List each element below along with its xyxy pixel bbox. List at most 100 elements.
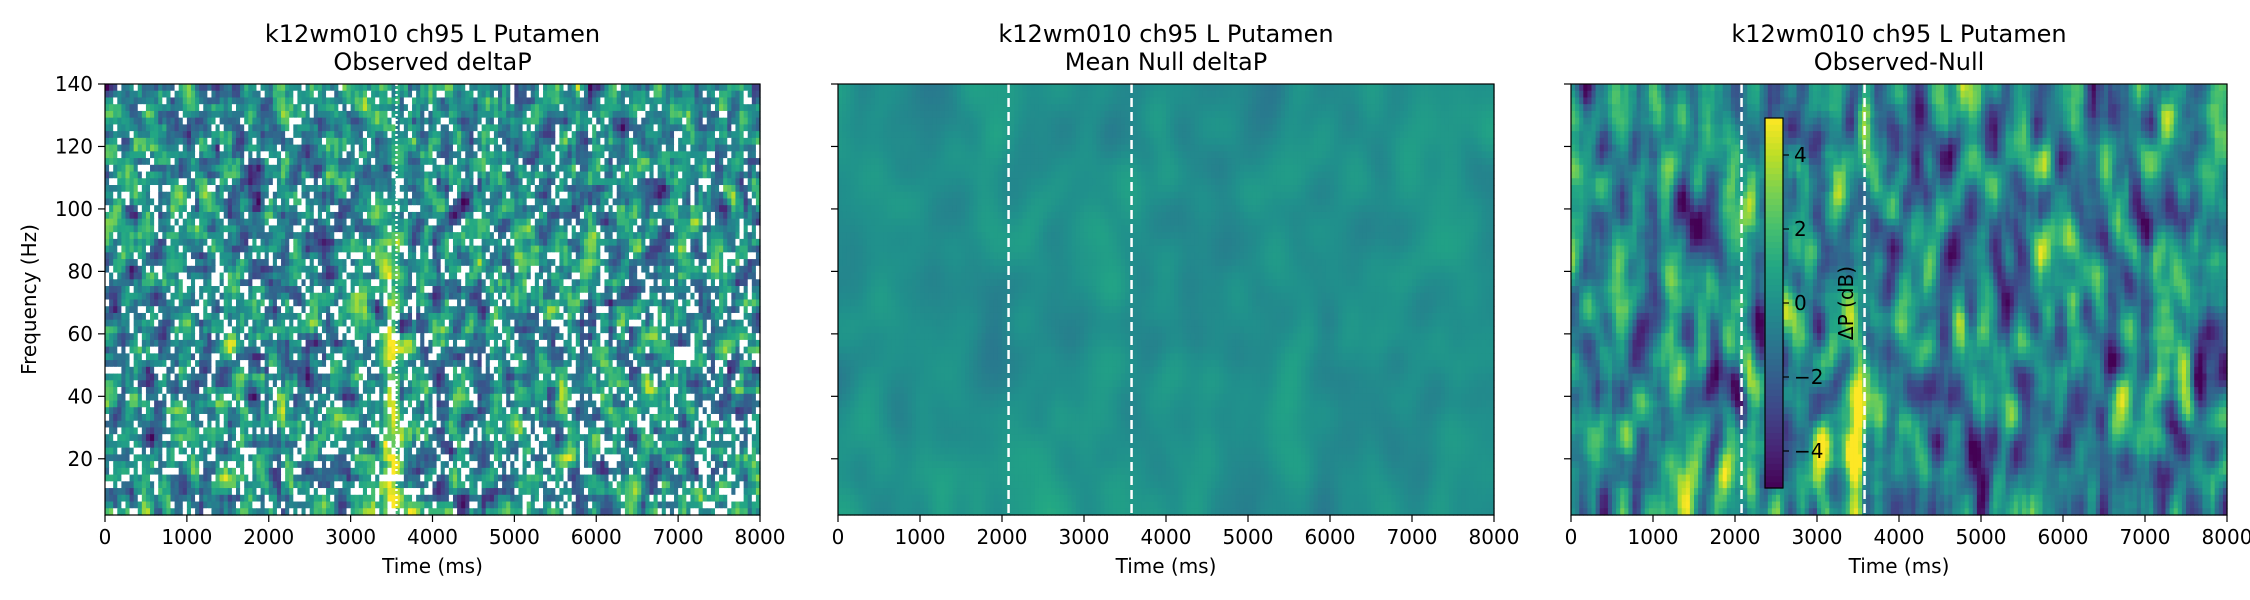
- heatmap-cell: [490, 246, 495, 253]
- heatmap-cell: [183, 212, 188, 219]
- heatmap-cell: [158, 124, 163, 131]
- heatmap-cell: [523, 246, 528, 253]
- heatmap-cell: [670, 273, 675, 280]
- heatmap-cell: [289, 124, 294, 131]
- heatmap-cell: [703, 225, 708, 232]
- heatmap-cell: [572, 165, 577, 172]
- heatmap-cell: [744, 104, 749, 111]
- heatmap-cell: [584, 91, 589, 98]
- heatmap-cell: [437, 84, 442, 91]
- heatmap-cell: [187, 266, 192, 273]
- heatmap-cell: [539, 111, 544, 118]
- heatmap-cell: [334, 111, 339, 118]
- heatmap-cell: [543, 239, 548, 246]
- heatmap-cell: [703, 104, 708, 111]
- heatmap-cell: [699, 279, 704, 286]
- heatmap-cell: [142, 172, 147, 179]
- heatmap-cell: [662, 273, 667, 280]
- heatmap-cell: [592, 138, 597, 145]
- heatmap-cell: [142, 192, 147, 199]
- heatmap-cell: [539, 246, 544, 253]
- heatmap-cell: [604, 118, 609, 125]
- heatmap-cell: [306, 212, 311, 219]
- heatmap-cell: [383, 198, 388, 205]
- heatmap-cell: [220, 192, 225, 199]
- heatmap-cell: [306, 232, 311, 239]
- heatmap-cell: [117, 172, 122, 179]
- heatmap-cell: [654, 172, 659, 179]
- heatmap-cell: [723, 225, 728, 232]
- heatmap-cell: [715, 225, 720, 232]
- heatmap-cell: [469, 172, 474, 179]
- heatmap-cell: [670, 198, 675, 205]
- heatmap-cell: [437, 219, 442, 226]
- heatmap-cell: [613, 246, 618, 253]
- heatmap-cell: [224, 165, 229, 172]
- heatmap-cell: [400, 205, 405, 212]
- heatmap-cell: [674, 84, 679, 91]
- heatmap-cell: [473, 172, 478, 179]
- heatmap-cell: [224, 198, 229, 205]
- heatmap-cell: [596, 91, 601, 98]
- heatmap-cell: [158, 131, 163, 138]
- heatmap-cell: [510, 252, 515, 259]
- heatmap-cell: [453, 279, 458, 286]
- heatmap-cell: [166, 145, 171, 152]
- heatmap-cell: [162, 212, 167, 219]
- heatmap-cell: [719, 239, 724, 246]
- heatmap-cell: [265, 165, 270, 172]
- heatmap-cell: [293, 252, 298, 259]
- heatmap-cell: [330, 145, 335, 152]
- heatmap-cell: [707, 97, 712, 104]
- heatmap-cell: [207, 138, 212, 145]
- heatmap-cell: [302, 246, 307, 253]
- heatmap-cell: [629, 246, 634, 253]
- heatmap-cell: [285, 97, 290, 104]
- heatmap-cell: [207, 91, 212, 98]
- heatmap-cell: [408, 145, 413, 152]
- heatmap-cell: [723, 118, 728, 125]
- heatmap-cell: [334, 91, 339, 98]
- heatmap-cell: [752, 104, 757, 111]
- heatmap-cell: [252, 185, 257, 192]
- heatmap-cell: [228, 198, 233, 205]
- heatmap-cell: [510, 273, 515, 280]
- heatmap-cell: [256, 84, 261, 91]
- heatmap-cell: [703, 279, 708, 286]
- heatmap-cell: [367, 138, 372, 145]
- heatmap-cell: [555, 266, 560, 273]
- heatmap-cell: [625, 192, 630, 199]
- heatmap-cell: [494, 97, 499, 104]
- heatmap-cell: [326, 145, 331, 152]
- heatmap-cell: [195, 246, 200, 253]
- heatmap-cell: [146, 145, 151, 152]
- heatmap-cell: [248, 252, 253, 259]
- heatmap-cell: [588, 279, 593, 286]
- heatmap-cell: [351, 138, 356, 145]
- heatmap-cell: [469, 246, 474, 253]
- heatmap-cell: [269, 198, 274, 205]
- heatmap-cell: [179, 84, 184, 91]
- heatmap-cell: [445, 145, 450, 152]
- heatmap-cell: [232, 246, 237, 253]
- heatmap-cell: [105, 192, 110, 199]
- heatmap-cell: [146, 225, 151, 232]
- heatmap-cell: [211, 145, 216, 152]
- heatmap-cell: [514, 219, 519, 226]
- heatmap-cell: [375, 172, 380, 179]
- heatmap-cell: [113, 151, 118, 158]
- heatmap-cell: [469, 165, 474, 172]
- heatmap-cell: [711, 266, 716, 273]
- heatmap-cell: [314, 273, 319, 280]
- heatmap-cell: [105, 266, 110, 273]
- heatmap-cell: [146, 205, 151, 212]
- heatmap-cell: [142, 286, 147, 293]
- heatmap-cell: [441, 178, 446, 185]
- heatmap-cell: [138, 232, 143, 239]
- heatmap-cell: [150, 138, 155, 145]
- heatmap-cell: [347, 252, 352, 259]
- heatmap-cell: [252, 111, 257, 118]
- heatmap-cell: [654, 178, 659, 185]
- heatmap-cell: [256, 131, 261, 138]
- heatmap-cell: [752, 273, 757, 280]
